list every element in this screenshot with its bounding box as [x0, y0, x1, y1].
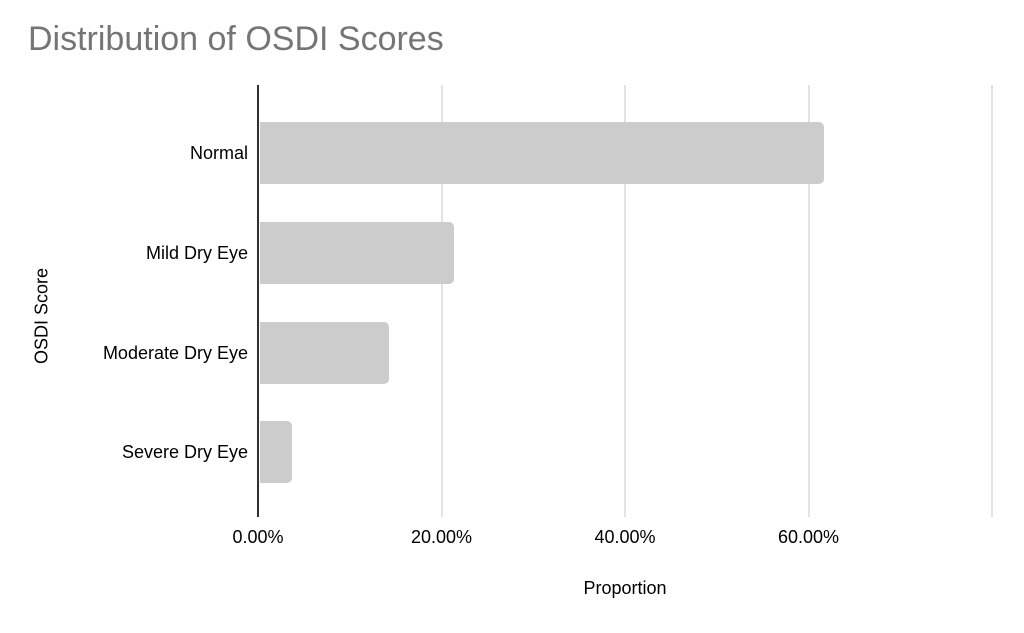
category-label-normal: Normal: [189, 143, 248, 163]
zero-axis-line: [257, 85, 259, 517]
bar-mild-dry-eye: [260, 222, 454, 284]
x-tick-label-40: 40.00%: [594, 527, 656, 547]
category-label-moderate-dry-eye: Moderate Dry Eye: [102, 343, 248, 363]
chart-title: Distribution of OSDI Scores: [28, 20, 444, 58]
gridline-40: [624, 85, 626, 517]
x-axis-tick-labels: 0.00% 20.00% 40.00% 60.00%: [232, 527, 992, 551]
bar-moderate-dry-eye: [260, 322, 390, 384]
gridline-80: [991, 85, 993, 517]
bar-normal: [260, 122, 825, 184]
x-tick-label-60: 60.00%: [777, 527, 840, 547]
category-axis-labels: Normal Mild Dry Eye Moderate Dry Eye Severe…: [0, 85, 248, 517]
x-axis-title: Proportion: [583, 578, 667, 598]
gridline-60: [807, 85, 810, 517]
gridline-20: [440, 85, 443, 517]
category-label-severe-dry-eye: Severe Dry Eye: [121, 442, 248, 462]
category-label-mild-dry-eye: Mild Dry Eye: [145, 243, 248, 263]
bar-severe-dry-eye: [260, 421, 293, 483]
x-tick-label-0: 0.00%: [232, 527, 284, 547]
plot-area: [257, 85, 993, 517]
x-tick-label-20: 20.00%: [410, 527, 473, 547]
